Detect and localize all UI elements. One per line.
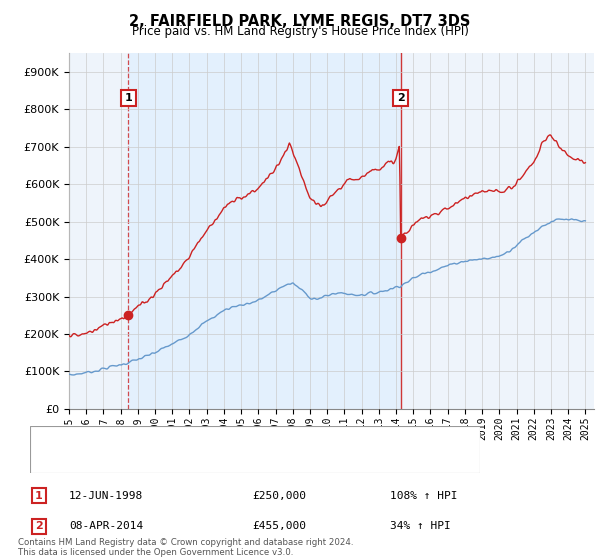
- Text: 1: 1: [35, 491, 43, 501]
- Text: £250,000: £250,000: [252, 491, 306, 501]
- Text: 2: 2: [35, 521, 43, 531]
- Text: 108% ↑ HPI: 108% ↑ HPI: [390, 491, 458, 501]
- Text: 12-JUN-1998: 12-JUN-1998: [69, 491, 143, 501]
- Text: 34% ↑ HPI: 34% ↑ HPI: [390, 521, 451, 531]
- Text: 2, FAIRFIELD PARK, LYME REGIS, DT7 3DS (detached house): 2, FAIRFIELD PARK, LYME REGIS, DT7 3DS (…: [79, 434, 388, 444]
- Text: Contains HM Land Registry data © Crown copyright and database right 2024.
This d: Contains HM Land Registry data © Crown c…: [18, 538, 353, 557]
- Bar: [128, 53, 401, 409]
- Text: Price paid vs. HM Land Registry's House Price Index (HPI): Price paid vs. HM Land Registry's House …: [131, 25, 469, 38]
- Text: 1: 1: [125, 93, 132, 103]
- Text: HPI: Average price, detached house, Dorset: HPI: Average price, detached house, Dors…: [79, 455, 307, 465]
- Text: 2: 2: [397, 93, 404, 103]
- Text: 08-APR-2014: 08-APR-2014: [69, 521, 143, 531]
- Text: 2, FAIRFIELD PARK, LYME REGIS, DT7 3DS: 2, FAIRFIELD PARK, LYME REGIS, DT7 3DS: [130, 14, 470, 29]
- Text: £455,000: £455,000: [252, 521, 306, 531]
- FancyBboxPatch shape: [30, 426, 480, 473]
